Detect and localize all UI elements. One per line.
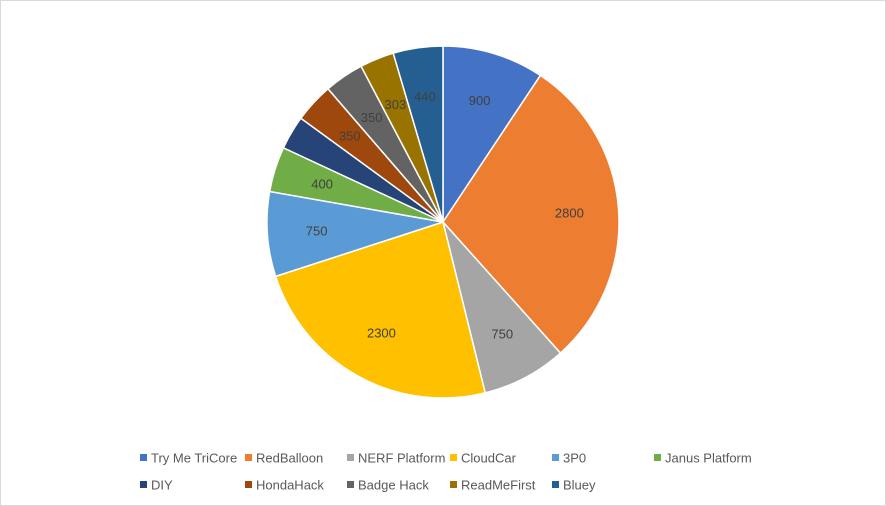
legend-label-janus-platform: Janus Platform — [665, 451, 752, 466]
legend-label-redballoon: RedBalloon — [256, 451, 323, 466]
data-label-try-me-tricore: 900 — [469, 93, 491, 108]
data-label-badge-hack: 350 — [361, 110, 383, 125]
pie-slice-try-me-tricore — [442, 45, 542, 225]
legend-label-diy: DIY — [151, 478, 173, 493]
legend-swatch-try-me-tricore — [140, 454, 147, 461]
legend-item-readmefirst: ReadMeFirst — [450, 478, 536, 493]
legend-label-readmefirst: ReadMeFirst — [461, 478, 536, 493]
legend-swatch-readmefirst — [450, 481, 457, 488]
legend-swatch-redballoon — [245, 454, 252, 461]
legend-label-try-me-tricore: Try Me TriCore — [151, 451, 237, 466]
legend-item-cloudcar: CloudCar — [450, 451, 517, 466]
legend-label-hondahack: HondaHack — [256, 478, 324, 493]
data-label-3p0: 750 — [306, 223, 328, 238]
legend-label-badge-hack: Badge Hack — [358, 478, 429, 493]
legend-label-nerf-platform: NERF Platform — [358, 451, 445, 466]
legend-item-bluey: Bluey — [552, 478, 596, 493]
legend-item-badge-hack: Badge Hack — [347, 478, 429, 493]
legend-swatch-3p0 — [552, 454, 559, 461]
legend-swatch-nerf-platform — [347, 454, 354, 461]
legend-item-try-me-tricore: Try Me TriCore — [140, 451, 237, 466]
legend-label-3p0: 3P0 — [563, 451, 586, 466]
legend-item-redballoon: RedBalloon — [245, 451, 323, 466]
legend-swatch-bluey — [552, 481, 559, 488]
legend-swatch-janus-platform — [654, 454, 661, 461]
legend-item-3p0: 3P0 — [552, 451, 586, 466]
legend-item-nerf-platform: NERF Platform — [347, 451, 445, 466]
data-label-redballoon: 2800 — [555, 205, 584, 220]
legend-swatch-cloudcar — [450, 454, 457, 461]
pie-slice-cloudcar — [274, 221, 487, 399]
data-label-cloudcar: 2300 — [367, 325, 396, 340]
data-label-nerf-platform: 750 — [491, 327, 513, 342]
pie-slice-redballoon — [442, 74, 620, 355]
legend: Try Me TriCore RedBalloon NERF Platform Clo… — [140, 451, 752, 493]
legend-item-janus-platform: Janus Platform — [654, 451, 752, 466]
legend-item-hondahack: HondaHack — [245, 478, 324, 493]
pie-slice-bluey — [392, 45, 444, 223]
data-label-readmefirst: 303 — [385, 97, 407, 112]
legend-item-diy: DIY — [140, 478, 173, 493]
data-label-janus-platform: 400 — [311, 176, 333, 191]
pie-slices — [266, 45, 620, 399]
legend-label-cloudcar: CloudCar — [461, 451, 517, 466]
data-label-hondahack: 350 — [339, 129, 361, 144]
legend-swatch-diy — [140, 481, 147, 488]
legend-label-bluey: Bluey — [563, 478, 596, 493]
data-label-bluey: 440 — [414, 89, 436, 104]
legend-swatch-hondahack — [245, 481, 252, 488]
legend-swatch-badge-hack — [347, 481, 354, 488]
